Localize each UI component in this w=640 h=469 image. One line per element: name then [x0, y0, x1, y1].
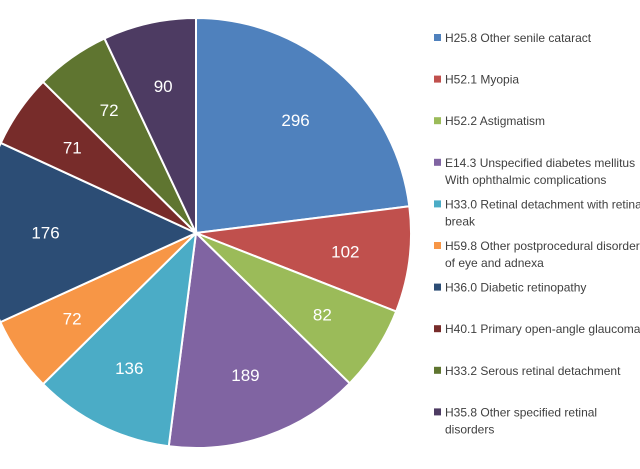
legend-label: H25.8 Other senile cataract [445, 31, 592, 45]
legend-swatch [434, 283, 441, 291]
legend-label: H52.1 Myopia [445, 73, 519, 87]
pie-slice [195, 205, 412, 313]
legend-swatch [434, 117, 441, 125]
legend-item: H59.8 Other postprocedural disorders of e… [434, 239, 640, 270]
legend-item: H40.1 Primary open-angle glaucoma [434, 322, 640, 336]
slice-value-label: 176 [31, 224, 59, 243]
legend-swatch [434, 242, 441, 249]
legend-label-line: of eye and adnexa [445, 256, 544, 270]
legend-swatch [434, 408, 441, 416]
legend-label-line: H33.0 Retinal detachment with retinal [445, 197, 640, 211]
slice-value-label: 90 [154, 77, 173, 96]
legend-label-line: H25.8 Other senile cataract [445, 31, 592, 45]
slice-labels: 296 102 82 189 136 72 176 71 72 90 [31, 77, 359, 385]
pie-slice [0, 141, 199, 324]
legend-label: H35.8 Other specified retinal disorders [445, 405, 597, 436]
legend-swatch [434, 158, 441, 166]
pie-slice [41, 230, 198, 448]
slice-value-label: 71 [63, 138, 82, 157]
slice-value-label: 189 [231, 366, 259, 385]
legend-item: H36.0 Diabetic retinopathy [434, 281, 586, 295]
legend-item: H52.2 Astigmatism [434, 114, 545, 128]
legend-label-line: H40.1 Primary open-angle glaucoma [445, 322, 640, 336]
legend-label: H52.2 Astigmatism [445, 114, 545, 128]
legend-label: H33.2 Serous retinal detachment [445, 364, 621, 378]
legend-label: E14.3 Unspecified diabetes mellitus With … [445, 156, 635, 187]
legend-swatch [434, 75, 441, 83]
legend-item: H25.8 Other senile cataract [434, 31, 592, 45]
slice-value-label: 72 [100, 101, 119, 120]
pie-slice [103, 16, 197, 234]
legend-label-line: H59.8 Other postprocedural disorders [445, 239, 640, 253]
slice-value-label: 82 [313, 306, 332, 325]
legend-label-line: H35.8 Other specified retinal [445, 405, 597, 419]
slice-value-label: 136 [115, 359, 143, 378]
legend-label-line: H52.1 Myopia [445, 73, 519, 87]
legend-label-line: E14.3 Unspecified diabetes mellitus [445, 156, 635, 170]
slice-value-label: 296 [281, 111, 309, 130]
legend-swatch [434, 366, 441, 374]
legend-label: H59.8 Other postprocedural disorders of e… [445, 239, 640, 270]
pie-slice [167, 230, 352, 449]
pie-slice [195, 16, 411, 235]
slice-value-label: 102 [331, 243, 359, 262]
legend-item: H33.0 Retinal detachment with retinal bre… [434, 197, 640, 228]
legend: H25.8 Other senile cataract H52.1 Myopia H… [434, 31, 640, 436]
legend-label-line: H33.2 Serous retinal detachment [445, 364, 621, 378]
legend-swatch [434, 34, 441, 41]
legend-label: H33.0 Retinal detachment with retinal bre… [445, 197, 640, 228]
legend-label-line: disorders [445, 422, 494, 436]
pie-slices [0, 16, 412, 449]
legend-label-line: break [445, 214, 476, 228]
slice-value-label: 72 [63, 309, 82, 328]
legend-swatch [434, 200, 441, 208]
legend-item: H52.1 Myopia [434, 73, 519, 87]
legend-label: H40.1 Primary open-angle glaucoma [445, 322, 640, 336]
legend-label-line: With ophthalmic complications [445, 173, 606, 187]
legend-item: E14.3 Unspecified diabetes mellitus With … [434, 156, 635, 187]
legend-item: H33.2 Serous retinal detachment [434, 364, 621, 378]
legend-label-line: H52.2 Astigmatism [445, 114, 545, 128]
legend-label: H36.0 Diabetic retinopathy [445, 281, 586, 295]
legend-swatch [434, 325, 441, 333]
legend-label-line: H36.0 Diabetic retinopathy [445, 281, 586, 295]
legend-item: H35.8 Other specified retinal disorders [434, 405, 597, 436]
